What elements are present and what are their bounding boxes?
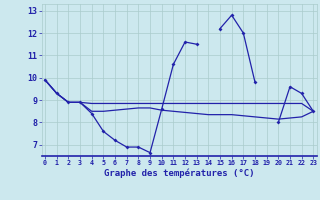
X-axis label: Graphe des températures (°C): Graphe des températures (°C) xyxy=(104,169,254,178)
